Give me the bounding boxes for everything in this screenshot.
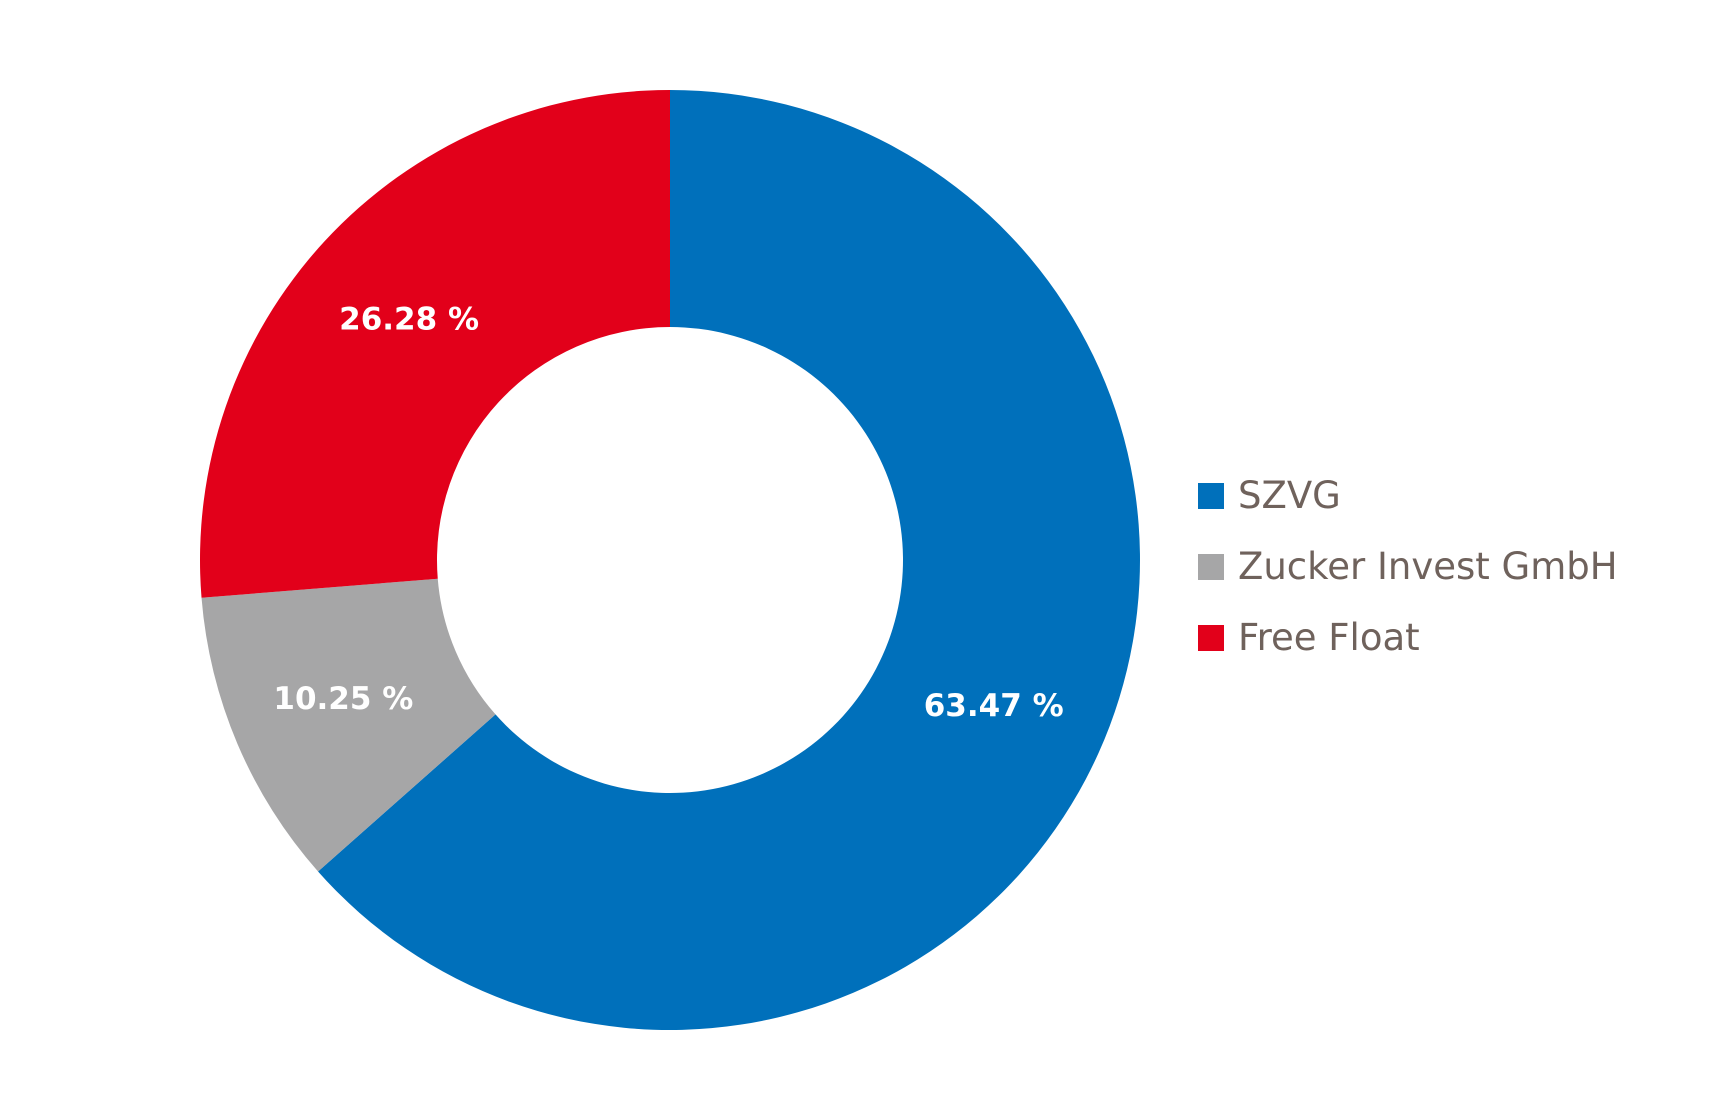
legend-label-free-float: Free Float [1238, 616, 1420, 659]
legend: SZVG Zucker Invest GmbH Free Float [1198, 460, 1618, 673]
legend-item-szvg: SZVG [1198, 460, 1618, 531]
slice-label-szvg: 63.47 % [924, 688, 1064, 724]
slice-zucker-invest [201, 578, 496, 872]
slice-labels-group: 63.47 % 10.25 % 26.28 % [273, 301, 1063, 724]
slice-label-free-float: 26.28 % [339, 301, 479, 337]
legend-swatch-free-float [1198, 624, 1224, 651]
slice-label-zucker-invest: 10.25 % [273, 681, 413, 717]
slice-free-float [200, 90, 670, 598]
legend-swatch-zucker-invest [1198, 553, 1224, 580]
legend-label-szvg: SZVG [1238, 474, 1341, 517]
slice-szvg [318, 90, 1140, 1030]
legend-label-zucker-invest: Zucker Invest GmbH [1238, 545, 1618, 588]
slices-group [200, 90, 1140, 1030]
legend-swatch-szvg [1198, 482, 1224, 509]
legend-item-zucker-invest: Zucker Invest GmbH [1198, 531, 1618, 602]
legend-item-free-float: Free Float [1198, 602, 1618, 673]
